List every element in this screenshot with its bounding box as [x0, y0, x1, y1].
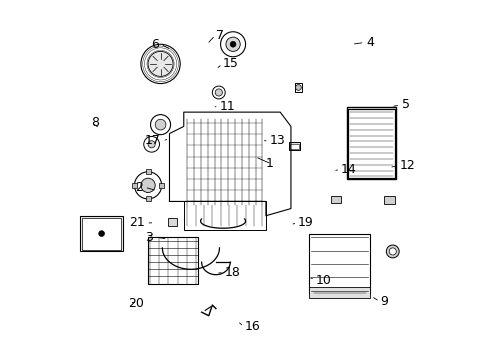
Bar [308, 287, 369, 298]
Text: 9: 9 [380, 295, 387, 308]
Text: 11: 11 [219, 100, 235, 113]
Bar [148, 237, 198, 284]
Bar [82, 217, 121, 249]
Circle shape [386, 245, 398, 258]
Bar [308, 234, 369, 294]
Bar [159, 183, 164, 188]
Text: 12: 12 [399, 159, 415, 172]
Circle shape [148, 51, 173, 76]
Text: 21: 21 [128, 216, 144, 229]
Polygon shape [169, 112, 290, 216]
Text: 16: 16 [244, 320, 260, 333]
Text: 17: 17 [144, 134, 160, 147]
Circle shape [148, 141, 155, 148]
Bar [145, 169, 150, 174]
Circle shape [220, 32, 245, 57]
Text: 5: 5 [401, 99, 409, 112]
Text: 19: 19 [298, 216, 313, 229]
Bar [294, 83, 302, 92]
Bar [347, 109, 394, 178]
Bar [80, 216, 123, 251]
Text: 14: 14 [340, 163, 356, 176]
Circle shape [155, 119, 165, 130]
Circle shape [212, 86, 225, 99]
Bar [183, 202, 265, 230]
Circle shape [295, 85, 301, 90]
Text: 2: 2 [135, 181, 142, 194]
Text: 1: 1 [265, 157, 273, 170]
Text: 15: 15 [223, 57, 239, 71]
Bar [383, 196, 394, 204]
Text: 6: 6 [151, 38, 159, 51]
Circle shape [388, 248, 395, 255]
Bar [290, 144, 298, 149]
Circle shape [150, 114, 170, 135]
Text: 20: 20 [128, 297, 144, 310]
Bar [132, 183, 137, 188]
Text: 18: 18 [224, 266, 240, 279]
Bar [167, 217, 176, 226]
Circle shape [141, 178, 155, 193]
Circle shape [215, 89, 222, 96]
Text: 3: 3 [145, 231, 153, 244]
Circle shape [143, 136, 159, 152]
Circle shape [141, 44, 180, 84]
Circle shape [230, 41, 235, 47]
Circle shape [225, 37, 240, 51]
Bar [288, 143, 299, 150]
Bar [145, 197, 150, 202]
Circle shape [99, 231, 104, 237]
Text: 8: 8 [91, 116, 99, 129]
Circle shape [134, 172, 162, 199]
Bar [346, 108, 395, 179]
Text: 10: 10 [315, 274, 331, 287]
Bar [330, 196, 340, 203]
Text: 7: 7 [216, 29, 224, 42]
Text: 4: 4 [365, 36, 373, 49]
Text: 13: 13 [269, 134, 285, 147]
